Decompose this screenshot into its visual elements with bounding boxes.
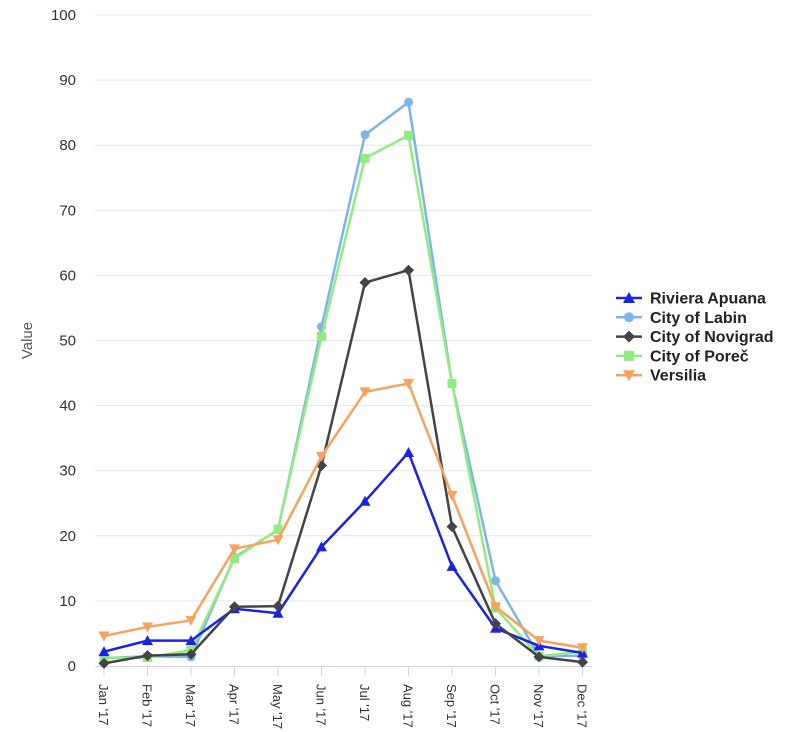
x-tick-label: Feb '17 xyxy=(140,684,155,727)
data-point xyxy=(404,97,413,107)
y-tick-label: 100 xyxy=(51,7,76,24)
y-tick-label: 50 xyxy=(59,333,76,350)
legend-label: Versilia xyxy=(650,368,706,385)
y-axis-title: Value xyxy=(19,322,36,359)
legend-label: City of Labin xyxy=(650,310,747,327)
data-point xyxy=(272,600,284,612)
legend-item[interactable]: City of Labin xyxy=(616,310,747,327)
data-point xyxy=(490,602,501,613)
y-tick-label: 30 xyxy=(59,463,76,480)
data-point xyxy=(142,622,153,633)
data-point xyxy=(447,378,457,388)
y-tick-label: 40 xyxy=(59,398,76,415)
data-point xyxy=(577,656,588,668)
y-tick-label: 0 xyxy=(68,658,76,675)
data-point xyxy=(316,541,327,552)
series-group xyxy=(98,446,588,658)
legend-label: City of Novigrad xyxy=(650,329,774,346)
data-point xyxy=(98,631,110,642)
data-point xyxy=(229,544,240,555)
y-tick-label: 70 xyxy=(59,202,76,219)
data-point xyxy=(360,153,370,163)
series-line xyxy=(103,134,583,660)
data-point xyxy=(404,130,413,140)
legend-marker xyxy=(624,312,634,323)
data-point xyxy=(229,601,240,613)
legend-marker xyxy=(623,370,635,382)
gridlines xyxy=(95,14,592,602)
series-line xyxy=(103,382,583,650)
data-point xyxy=(230,554,239,564)
data-point xyxy=(272,535,284,546)
y-tick-label: 20 xyxy=(59,528,76,545)
data-point xyxy=(577,643,588,654)
x-tick-label: Aug '17 xyxy=(401,684,416,728)
series-line xyxy=(103,100,583,660)
data-point xyxy=(491,576,500,586)
data-point xyxy=(446,521,458,533)
data-point xyxy=(98,646,110,657)
legend-item[interactable]: City of Novigrad xyxy=(616,329,774,346)
data-point xyxy=(446,560,458,571)
data-point xyxy=(533,636,545,647)
data-point xyxy=(403,378,414,389)
data-point xyxy=(360,130,370,140)
series-lines xyxy=(98,97,588,669)
data-point xyxy=(185,648,197,660)
data-point xyxy=(272,607,284,618)
legend-item[interactable]: City of Poreč xyxy=(616,348,749,365)
data-point xyxy=(446,490,458,501)
y-axis: 0 10 20 30 40 50 60 70 80 90 100 xyxy=(51,7,76,675)
data-point xyxy=(490,618,501,630)
data-point xyxy=(403,446,414,457)
data-point xyxy=(359,495,371,506)
x-tick-label: Mar '17 xyxy=(183,684,198,727)
legend-marker xyxy=(623,330,635,343)
series-group xyxy=(99,97,587,663)
y-tick-label: 10 xyxy=(59,593,76,610)
data-point xyxy=(98,657,110,669)
data-point xyxy=(273,524,283,534)
y-tick-label: 60 xyxy=(59,267,76,284)
data-point xyxy=(185,635,197,646)
legend-label: City of Poreč xyxy=(650,348,749,365)
legend-item[interactable]: Riviera Apuana xyxy=(616,291,766,308)
x-tick-label: Oct '17 xyxy=(488,684,503,725)
data-point xyxy=(317,332,326,342)
x-axis: Jan '17 Feb '17 Mar '17 Apr '17 May '17 Jun '… xyxy=(95,666,592,729)
data-point xyxy=(185,615,197,626)
data-point xyxy=(316,451,327,462)
series-line xyxy=(103,268,583,665)
y-tick-label: 90 xyxy=(59,72,76,89)
data-point xyxy=(142,635,153,646)
data-point xyxy=(403,264,414,276)
x-tick-label: May '17 xyxy=(270,684,285,729)
legend-label: Riviera Apuana xyxy=(650,291,766,308)
legend-marker xyxy=(624,350,634,361)
legend-marker xyxy=(623,292,635,303)
legend[interactable]: Riviera Apuana City of Labin City of Novig… xyxy=(616,291,774,385)
series-group xyxy=(98,264,588,669)
data-point xyxy=(142,650,153,662)
x-tick-label: Nov '17 xyxy=(531,684,546,728)
x-tick-label: Jun '17 xyxy=(314,684,329,726)
y-tick-label: 80 xyxy=(59,137,76,154)
x-tick-label: Jan '17 xyxy=(96,684,111,726)
series-line xyxy=(103,451,583,655)
x-tick-label: Dec '17 xyxy=(575,684,590,728)
data-point xyxy=(533,651,545,663)
data-point xyxy=(359,387,371,398)
x-tick-label: Sep '17 xyxy=(444,684,459,728)
x-tick-label: Apr '17 xyxy=(227,684,242,725)
x-tick-label: Jul '17 xyxy=(357,684,372,721)
data-point xyxy=(359,277,371,289)
series-group xyxy=(98,378,588,654)
legend-item[interactable]: Versilia xyxy=(616,368,706,385)
